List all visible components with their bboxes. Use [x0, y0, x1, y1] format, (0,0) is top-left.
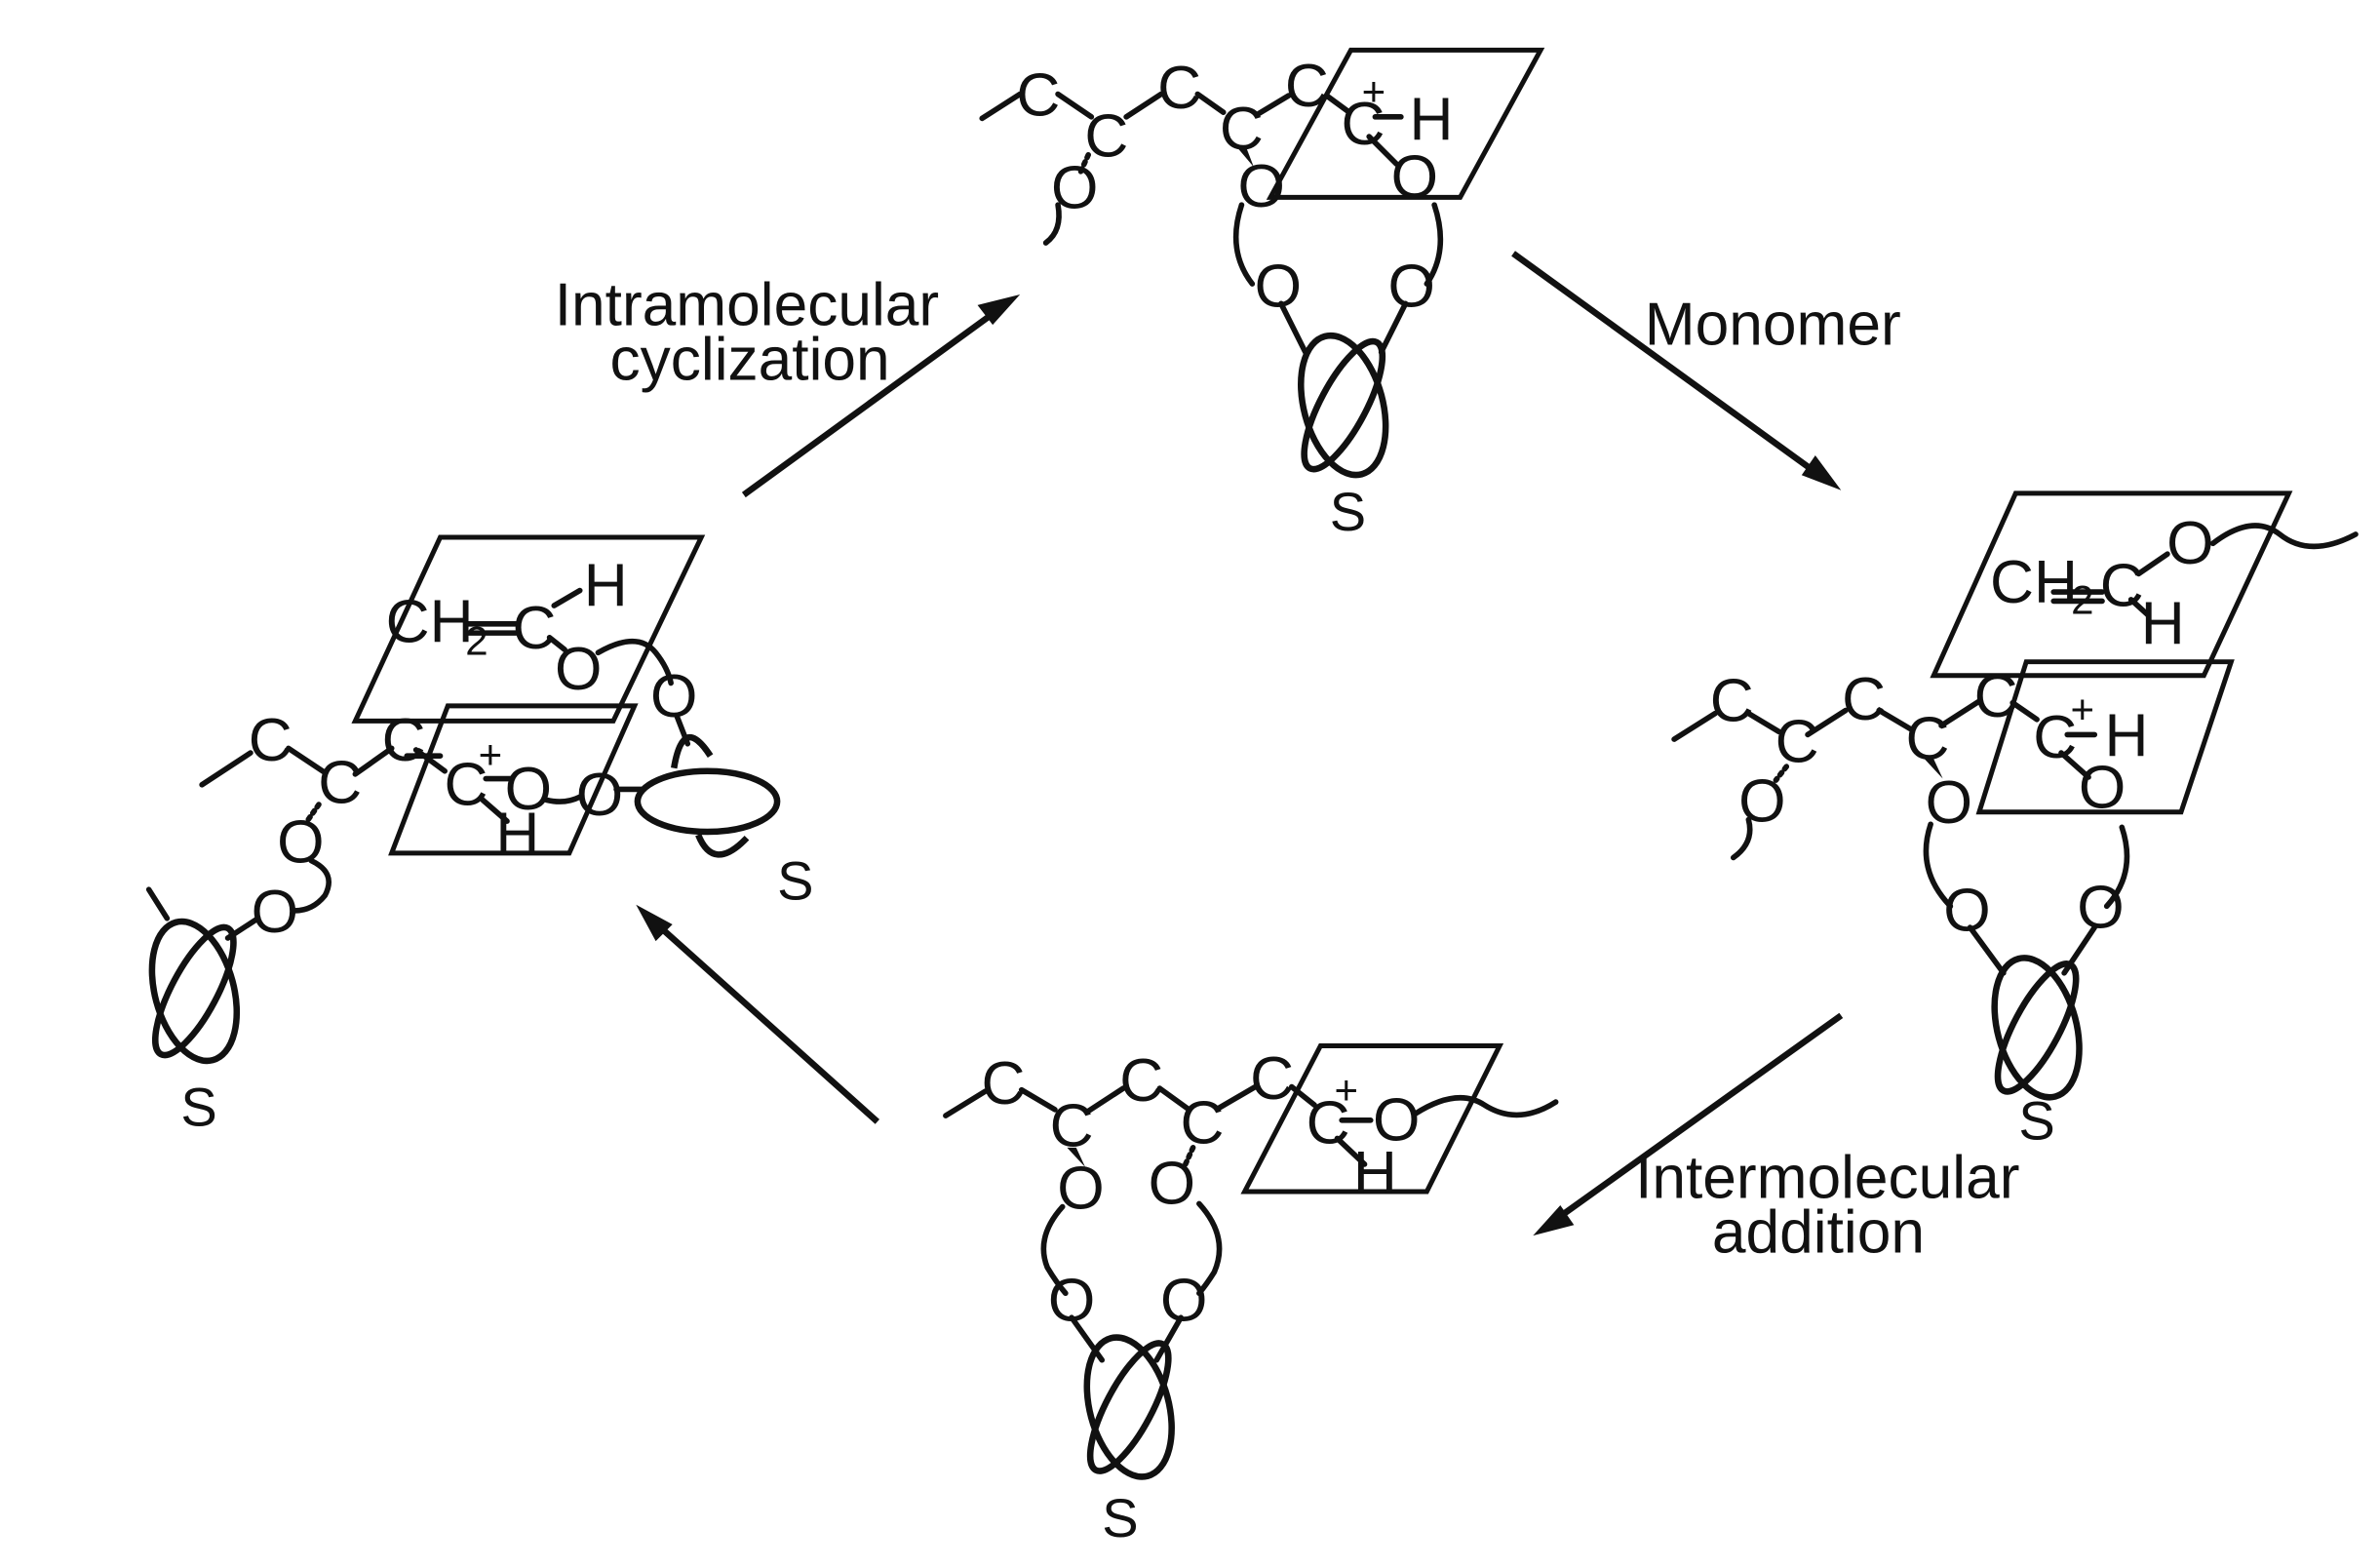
right-sheet-chain: [1975, 659, 2235, 815]
right-c1: C: [1710, 668, 1754, 735]
top-o4: O: [1255, 254, 1302, 321]
right-plus: +: [2071, 686, 2095, 731]
right-vinyl-h: H: [2141, 590, 2185, 657]
right-o2: O: [1926, 769, 1972, 837]
right-c2: C: [1775, 709, 1819, 776]
right-c4: C: [1906, 706, 1950, 773]
bottom-o2: O: [1149, 1151, 1195, 1218]
top-support-label: S: [1330, 481, 1366, 542]
top-c4: C: [1220, 96, 1264, 163]
caption-intermolecular-line1: Intermolecular: [1635, 1144, 2019, 1211]
right-h: H: [2104, 702, 2148, 769]
bottom-plus: +: [1335, 1067, 1359, 1113]
left-o-link: O: [650, 663, 697, 730]
bottom-c-cation: C: [1307, 1089, 1350, 1156]
right-o3: O: [2079, 754, 2126, 821]
bottom-support-label: S: [1102, 1487, 1138, 1548]
bottom-c2: C: [1050, 1093, 1094, 1160]
right-c3: C: [1842, 666, 1886, 733]
right-o1: O: [1738, 767, 1785, 835]
left-sheet-monomer: [351, 534, 706, 724]
bottom-sheet: [1240, 1043, 1504, 1195]
bottom-c3: C: [1119, 1047, 1163, 1115]
caption-intramolecular-line2: cyclization: [609, 326, 889, 393]
left-vinyl-c: C: [513, 595, 557, 662]
left-catalyst-flat-icon: [634, 767, 781, 836]
bottom-intermediate: C C C C C C + O H O O O O S: [943, 1043, 1559, 1548]
bottom-o3: O: [1048, 1268, 1095, 1335]
caption-intermolecular-line2: addition: [1712, 1198, 1925, 1266]
left-sheet-chain: [388, 703, 639, 856]
right-vinyl-o: O: [2166, 510, 2213, 577]
bottom-o4: O: [1160, 1268, 1207, 1335]
top-plus: +: [1362, 68, 1386, 114]
top-c2: C: [1084, 103, 1128, 171]
bottom-c4: C: [1180, 1089, 1224, 1156]
top-c1: C: [1016, 62, 1060, 130]
arrow-monomer: [1511, 251, 1842, 490]
left-c2: C: [318, 750, 362, 817]
left-intermediate: CH 2 C H O O C C C C + O H O O O S S: [137, 534, 813, 1137]
right-o4: O: [1943, 877, 1990, 944]
left-vinyl-h: H: [584, 552, 628, 619]
top-intermediate: C C C C C C + H O O O O O S: [979, 47, 1545, 542]
right-ch2-sub: 2: [2071, 576, 2093, 622]
right-o5: O: [2077, 874, 2124, 941]
top-c5: C: [1285, 53, 1329, 120]
caption-intramolecular-line1: Intramolecular: [555, 271, 939, 338]
right-intermediate: CH 2 C O H C C C C C C + H O O O O O S: [1671, 490, 2359, 1151]
left-support-label: S: [180, 1076, 216, 1137]
bottom-o-ring: O: [1373, 1086, 1420, 1154]
right-c-cation: C: [2033, 704, 2077, 771]
left-support-label-flat: S: [777, 849, 813, 911]
right-vinyl-c: C: [2100, 552, 2144, 619]
right-support-label: S: [2018, 1089, 2054, 1151]
left-o2: O: [252, 879, 298, 946]
top-o1: O: [1051, 155, 1098, 222]
left-plus: +: [479, 731, 503, 777]
bottom-c5: C: [1250, 1045, 1294, 1113]
left-catalyst-icon: [137, 912, 251, 1070]
top-o5: O: [1388, 254, 1435, 321]
left-o-ring: O: [505, 756, 552, 823]
bottom-h: H: [1353, 1140, 1397, 1207]
bottom-o1: O: [1057, 1155, 1104, 1222]
left-c1: C: [249, 707, 293, 774]
left-h: H: [495, 802, 539, 869]
top-c3: C: [1157, 55, 1201, 122]
caption-monomer: Monomer: [1645, 292, 1901, 359]
right-sheet-monomer: [1930, 490, 2293, 679]
bottom-catalyst-icon: [1073, 1328, 1186, 1486]
top-o2: O: [1237, 153, 1284, 220]
arrow-intramolecular: [741, 294, 1021, 498]
left-c3: C: [382, 707, 426, 774]
top-sheet: [1266, 47, 1545, 200]
right-c5: C: [1974, 663, 2018, 730]
left-o1: O: [277, 808, 324, 876]
right-catalyst-icon: [1980, 949, 2093, 1107]
left-ch2-sub: 2: [465, 617, 488, 663]
top-h: H: [1410, 86, 1454, 153]
left-c-cation: C: [445, 751, 488, 818]
top-o3: O: [1391, 144, 1438, 212]
bottom-c1: C: [982, 1050, 1026, 1117]
left-ch2: CH: [386, 589, 474, 656]
left-vinyl-o: O: [555, 636, 602, 703]
left-o-chain: O: [576, 762, 623, 829]
right-ch2: CH: [1990, 549, 2078, 616]
arrow-return: [636, 904, 880, 1124]
top-c-cation: C: [1341, 91, 1385, 158]
arrow-intermolecular: [1533, 1012, 1844, 1236]
